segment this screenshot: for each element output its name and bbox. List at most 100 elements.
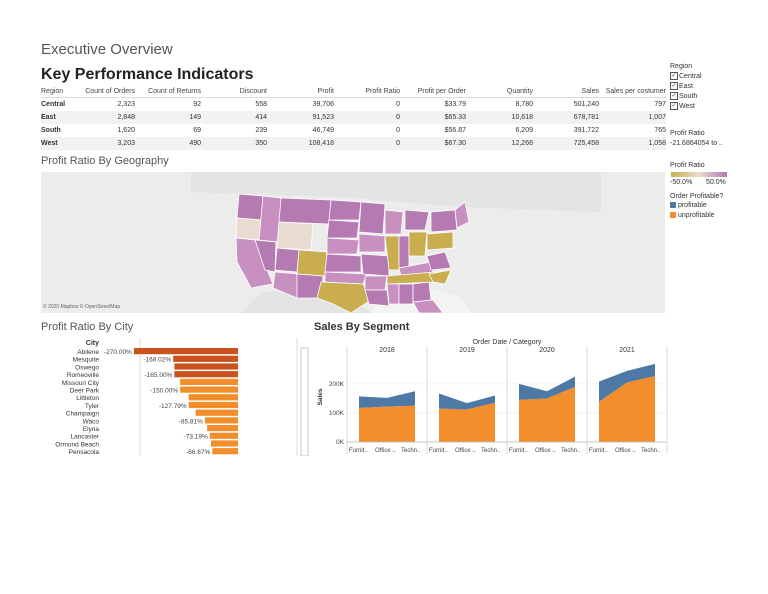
segment-category-label: Techn.. [561,448,581,454]
kpi-cell: 91,523 [267,110,334,124]
state-virginia[interactable] [426,251,452,271]
profit-ratio-filter-value[interactable]: -21.6864054 to .. [670,140,723,147]
city-label: Champaign [66,411,100,418]
kpi-header-sales[interactable]: Sales [533,87,599,98]
kpi-header-sales-per-customer[interactable]: Sales per costumer [599,87,666,98]
state-alabama[interactable] [398,283,414,305]
kpi-header-returns[interactable]: Count of Returns [135,87,201,98]
city-bar-label: -85.81% [179,418,203,425]
segment-area-unprofitable [359,405,415,442]
state-georgia[interactable] [412,281,432,303]
profit-ratio-color-title: Profit Ratio [670,162,705,169]
city-label: Deer Park [70,388,100,395]
us-map-svg [41,172,665,313]
kpi-cell: 69 [193,126,201,134]
segment-year-label: 2018 [379,347,395,354]
legend-label-profitable: profitable [677,202,707,209]
state-south-dakota[interactable] [326,219,360,239]
city-bar [174,371,238,378]
region-filter-item-west[interactable]: ✓ West [670,102,702,112]
state-louisiana[interactable] [364,289,390,307]
kpi-header-row: Region Count of Orders Count of Returns … [41,87,666,98]
state-indiana[interactable] [398,235,410,269]
map-attribution[interactable]: © 2025 Mapbox © OpenStreetMap [43,304,121,310]
kpi-row-west[interactable]: West 3,203 490 350 108,418 0 $67.30 12,266 725,4… [41,136,666,150]
kpi-cell: South [41,126,61,134]
segment-year-label: 2020 [539,347,555,354]
region-filter-item-east[interactable]: ✓ East [670,82,702,92]
region-filter-item-central[interactable]: ✓ Central [670,72,702,82]
state-pennsylvania[interactable] [426,231,454,251]
state-wisconsin[interactable] [384,209,404,235]
legend-item-unprofitable[interactable]: unprofitable [670,212,715,219]
segment-scrollbar [300,347,309,456]
kpi-header-region[interactable]: Region [41,87,79,98]
state-kansas[interactable] [324,253,362,273]
city-bar-label: -165.00% [145,372,173,379]
kpi-header-discount[interactable]: Discount [201,87,267,98]
state-north-dakota[interactable] [328,199,362,221]
city-bar [212,448,238,455]
kpi-cell: 1,058 [599,136,666,150]
state-utah[interactable] [274,247,300,273]
city-bar-label: -73.19% [184,434,208,441]
state-north-carolina[interactable] [428,269,452,285]
kpi-header-orders[interactable]: Count of Orders [79,87,135,98]
state-new-england[interactable] [454,201,470,229]
kpi-cell: $56.87 [444,126,466,134]
state-oregon[interactable] [235,217,262,241]
state-minnesota[interactable] [358,201,386,235]
state-nebraska[interactable] [326,237,360,255]
state-mississippi[interactable] [386,283,400,305]
kpi-row-central[interactable]: Central 2,323 92 558 39,706 0 $33.79 8,780 501,2… [41,98,666,111]
kpi-header-profit-ratio[interactable]: Profit Ratio [334,87,400,98]
state-texas[interactable] [316,281,372,313]
segment-ytick: 0K [336,439,345,446]
state-florida[interactable] [412,299,444,313]
geo-title: Profit Ratio By Geography [41,155,169,167]
checkbox-icon[interactable]: ✓ [670,82,678,90]
checkbox-icon[interactable]: ✓ [670,102,678,110]
state-arkansas[interactable] [364,275,388,291]
city-bar-chart[interactable]: City Abilene -270.00% Mesquite -168.02% Osweg… [41,338,299,456]
kpi-cell: 0 [334,110,400,124]
state-illinois[interactable] [384,235,400,271]
kpi-cell: 6,209 [515,126,533,134]
state-missouri[interactable] [360,253,390,277]
map-states [235,193,470,313]
checkbox-icon[interactable]: ✓ [670,72,678,80]
checkbox-icon[interactable]: ✓ [670,92,678,100]
kpi-row-south[interactable]: South 1,620 69 239 46,749 0 $56.87 6,209 391,722… [41,124,666,137]
state-washington[interactable] [236,193,264,221]
segment-area-chart[interactable]: Order Date / Category Sales 0K 100K 200K 2018… [300,338,668,456]
state-wyoming[interactable] [276,221,314,251]
state-montana[interactable] [278,197,332,225]
state-california[interactable] [235,237,274,289]
legend-item-profitable[interactable]: profitable [670,202,707,209]
region-filter-item-south[interactable]: ✓ South [670,92,702,102]
state-michigan[interactable] [404,209,430,231]
state-new-york[interactable] [430,209,458,233]
kpi-header-profit[interactable]: Profit [267,87,334,98]
us-map[interactable] [41,172,665,313]
city-label: Mesquite [73,357,100,364]
kpi-cell: 10,618 [466,110,533,124]
city-label: Oswego [75,364,99,371]
segment-category-label: Office .. [535,448,556,454]
legend-swatch-profitable [670,202,676,209]
state-colorado[interactable] [296,249,328,277]
city-bar [195,409,238,416]
kpi-cell: $67.30 [400,136,466,150]
city-axis-label: City [86,340,99,347]
kpi-header-profit-per-order[interactable]: Profit per Order [400,87,466,98]
kpi-cell: 39,706 [312,100,334,108]
segment-category-label: Office .. [455,448,476,454]
city-bar [211,440,238,447]
city-label: Abilene [77,349,99,356]
kpi-cell: 239 [255,126,267,134]
state-ohio[interactable] [408,231,428,257]
state-iowa[interactable] [358,233,386,253]
kpi-header-quantity[interactable]: Quantity [466,87,533,98]
kpi-row-east[interactable]: East 2,848 149 414 91,523 0 $65.33 10,618 678,78… [41,110,666,124]
kpi-cell: 490 [135,136,201,150]
